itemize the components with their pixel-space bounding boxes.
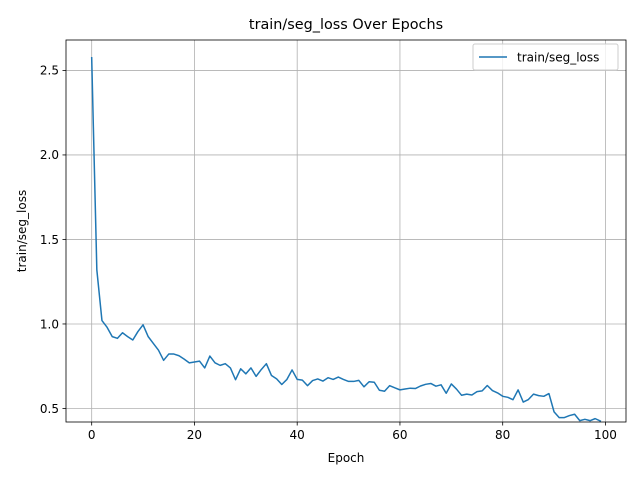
x-tick-label: 40 [290,428,305,442]
y-axis-label: train/seg_loss [15,190,29,272]
y-tick-label: 2.0 [40,148,59,162]
y-tick-label: 1.0 [40,317,59,331]
x-tick-label: 0 [88,428,96,442]
x-tick-label: 80 [495,428,510,442]
x-axis-label: Epoch [328,451,365,465]
y-tick-label: 2.5 [40,64,59,78]
x-tick-label: 20 [187,428,202,442]
series-line-train-seg-loss [90,56,602,422]
legend-label: train/seg_loss [517,51,599,65]
legend: train/seg_loss [472,43,619,71]
plot-area-border [65,39,627,423]
axes-frame [65,39,627,423]
x-tick-label: 60 [392,428,407,442]
y-tick-label: 0.5 [40,402,59,416]
legend-box [472,43,619,71]
y-tick-label: 1.5 [40,233,59,247]
x-tick-label: 100 [594,428,617,442]
chart-title: train/seg_loss Over Epochs [249,17,443,33]
ticks: 0 20 40 60 80 100 0.5 1.0 1.5 2.0 2.5 [40,64,617,442]
